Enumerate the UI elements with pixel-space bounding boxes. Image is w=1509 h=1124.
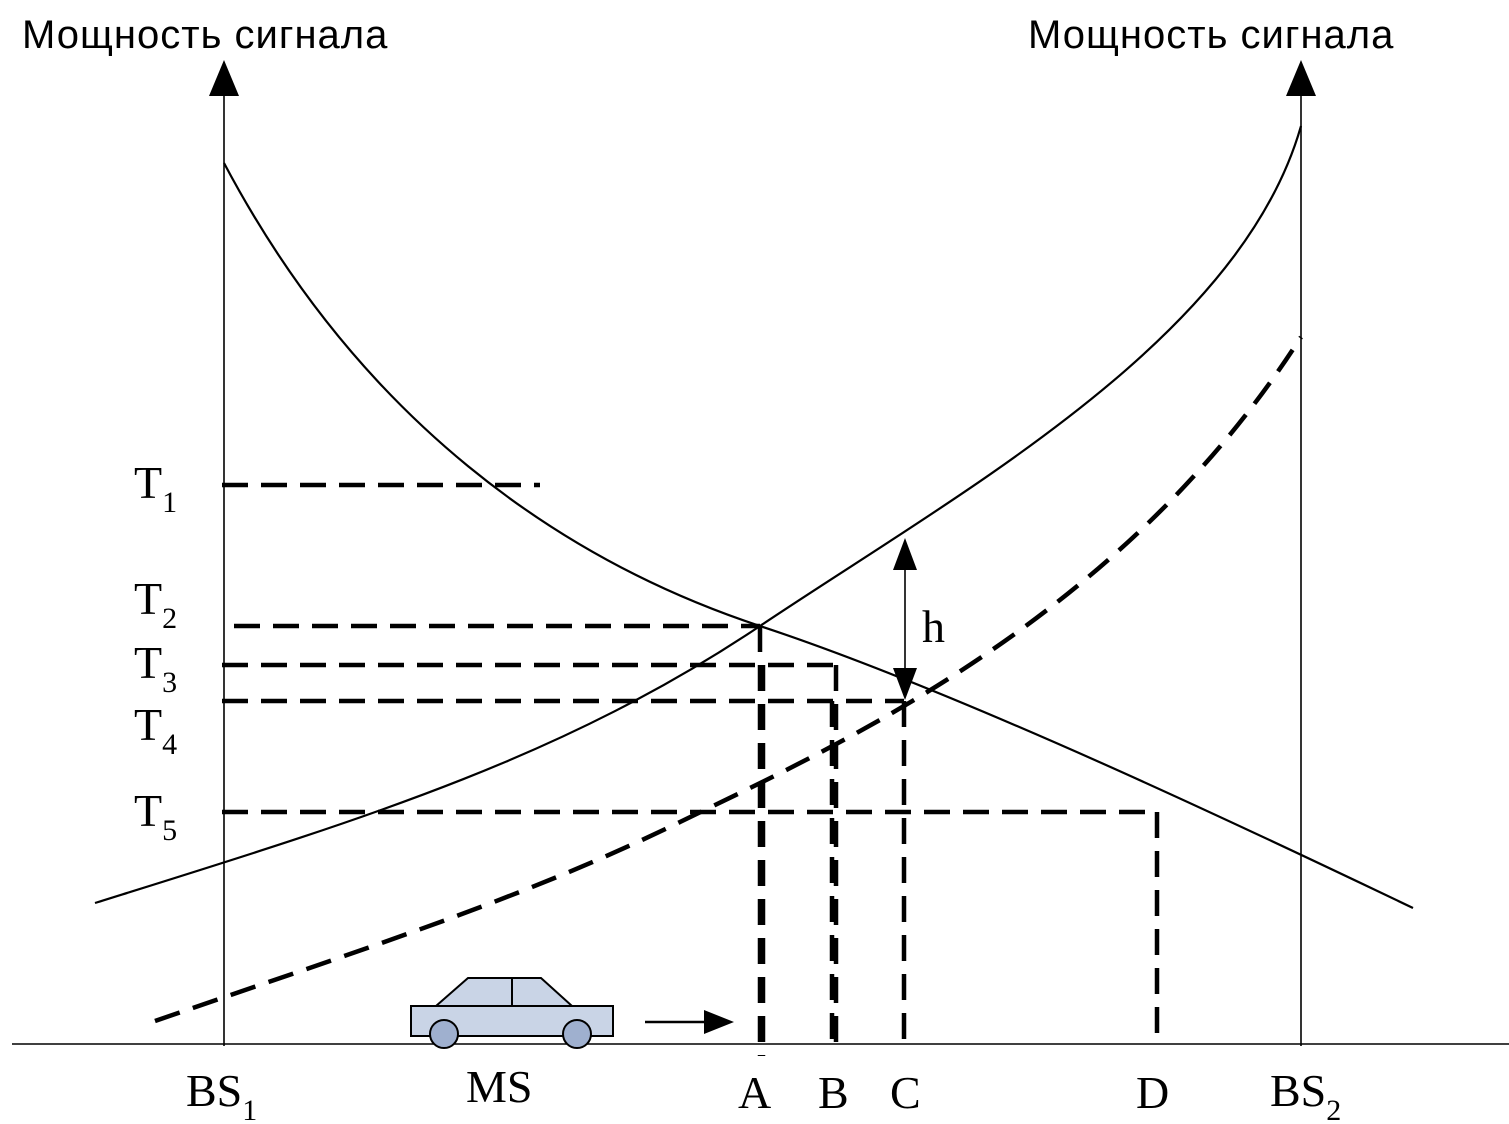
threshold-label-t5: T5 (134, 785, 177, 847)
bs2-threshold-curve (154, 335, 1303, 1024)
threshold-label-t3: T3 (134, 637, 177, 699)
hysteresis-label: h (922, 601, 945, 652)
bs2-label: BS2 (1270, 1065, 1341, 1124)
y-axis-title-right: Мощность сигнала (1028, 13, 1394, 57)
point-c-label: C (890, 1067, 921, 1118)
threshold-label-t2: T2 (134, 573, 177, 635)
car-icon (410, 977, 614, 1049)
hysteresis-arrow (893, 538, 917, 700)
y-axis-title-left: Мощность сигнала (22, 13, 388, 57)
bs2-signal-curve (94, 125, 1303, 905)
arrow-right-icon (645, 1010, 734, 1034)
ms-label: MS (466, 1061, 532, 1112)
axis-arrow-up-icon (1286, 60, 1316, 96)
y-axis-left (209, 60, 239, 1046)
arrow-down-icon (893, 668, 917, 700)
point-b-label: B (818, 1067, 849, 1118)
bs1-signal-curve (223, 162, 1414, 909)
axis-arrow-up-icon (209, 60, 239, 96)
car-wheel-icon (562, 1019, 592, 1049)
arrow-up-icon (893, 538, 917, 570)
point-a-label: A (738, 1067, 771, 1118)
threshold-label-t4: T4 (134, 699, 177, 761)
y-axis-right (1286, 60, 1316, 1046)
threshold-label-t1: T1 (134, 457, 177, 519)
bs1-label: BS1 (186, 1065, 257, 1124)
point-d-label: D (1136, 1067, 1169, 1118)
car-wheel-icon (429, 1019, 459, 1049)
